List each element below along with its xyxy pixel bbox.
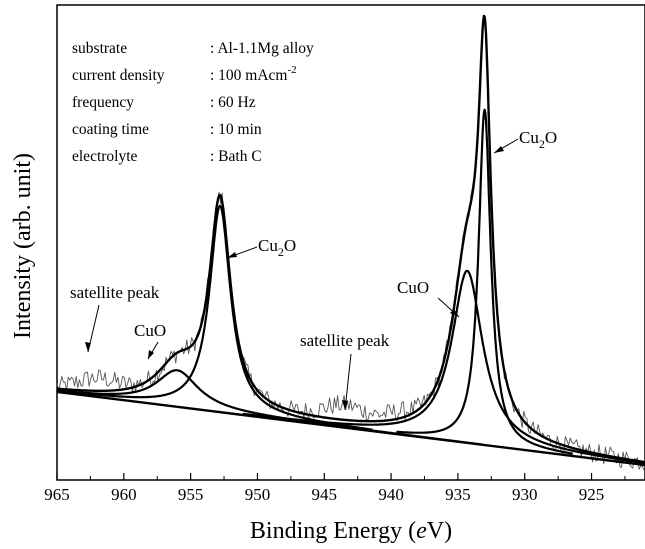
arrowhead-cu2o-1 xyxy=(227,252,237,258)
arrowhead-cuo-2 xyxy=(450,309,459,317)
cuo-peak-934-line xyxy=(242,269,645,465)
envelope-fit-line xyxy=(56,14,645,464)
info-key-current-density: current density xyxy=(72,67,165,84)
x-tick-label-965: 965 xyxy=(44,485,70,504)
info-value-frequency: : 60 Hz xyxy=(210,94,256,111)
x-tick-label-940: 940 xyxy=(378,485,404,504)
info-block: substrate : Al-1.1Mg alloy current densi… xyxy=(72,40,314,165)
cu2o-1-main: Cu xyxy=(258,236,278,255)
x-tick-label-960: 960 xyxy=(111,485,137,504)
info-key-frequency: frequency xyxy=(72,94,134,111)
x-axis-title-main: Binding Energy ( xyxy=(250,518,416,544)
arrowhead-satellite-peak-1 xyxy=(85,342,91,352)
x-tick-label-935: 935 xyxy=(445,485,471,504)
plot-content xyxy=(56,14,645,471)
info-key-coating-time: coating time xyxy=(72,121,149,138)
cu2o-peak-933-line xyxy=(396,108,574,455)
annotation-satellite-peak-2: satellite peak xyxy=(300,331,390,350)
info-value-substrate: : Al-1.1Mg alloy xyxy=(210,40,314,57)
info-value-coating-time: : 10 min xyxy=(210,121,262,138)
current-density-sup: -2 xyxy=(288,64,297,76)
arrowhead-satellite-peak-2 xyxy=(342,400,348,410)
cu2o-1-sub: 2 xyxy=(278,245,284,259)
x-tick-label-950: 950 xyxy=(245,485,271,504)
x-tick-label-945: 945 xyxy=(312,485,338,504)
y-axis-title: Intensity (arb. unit) xyxy=(10,153,36,339)
arrowhead-cuo-1 xyxy=(148,350,154,359)
annotation-cu2o-1: Cu2O xyxy=(258,236,296,259)
annotations: satellite peak CuO Cu2O satellite peak C… xyxy=(70,128,557,411)
cu2o-1-end: O xyxy=(284,236,296,255)
arrow-satellite-peak-2 xyxy=(344,353,352,411)
current-density-value: : 100 mAcm xyxy=(210,67,288,84)
x-axis-title-italic: e xyxy=(416,518,427,544)
cu2o-2-sub: 2 xyxy=(539,137,545,151)
x-tick-label-925: 925 xyxy=(579,485,605,504)
annotation-cuo-1: CuO xyxy=(134,321,166,340)
x-axis-title: Binding Energy (eV) xyxy=(250,518,452,544)
info-key-electrolyte: electrolyte xyxy=(72,148,138,165)
annotation-cu2o-2: Cu2O xyxy=(519,128,557,151)
arrowhead-cu2o-2 xyxy=(494,146,504,153)
x-axis-ticks: 965 960 955 950 945 940 935 930 925 xyxy=(44,473,626,504)
cu2o-peak-953-line xyxy=(67,204,373,431)
info-value-current-density: : 100 mAcm-2 xyxy=(210,64,297,84)
info-value-electrolyte: : Bath C xyxy=(210,148,262,165)
cu2o-2-main: Cu xyxy=(519,128,539,147)
x-axis-title-end: V) xyxy=(427,518,452,544)
info-key-substrate: substrate xyxy=(72,40,127,57)
x-tick-label-930: 930 xyxy=(512,485,538,504)
cu2o-2-end: O xyxy=(545,128,557,147)
x-tick-label-955: 955 xyxy=(178,485,204,504)
plot-frame xyxy=(56,4,645,481)
annotation-cuo-2: CuO xyxy=(397,278,429,297)
annotation-satellite-peak-1: satellite peak xyxy=(70,283,160,302)
